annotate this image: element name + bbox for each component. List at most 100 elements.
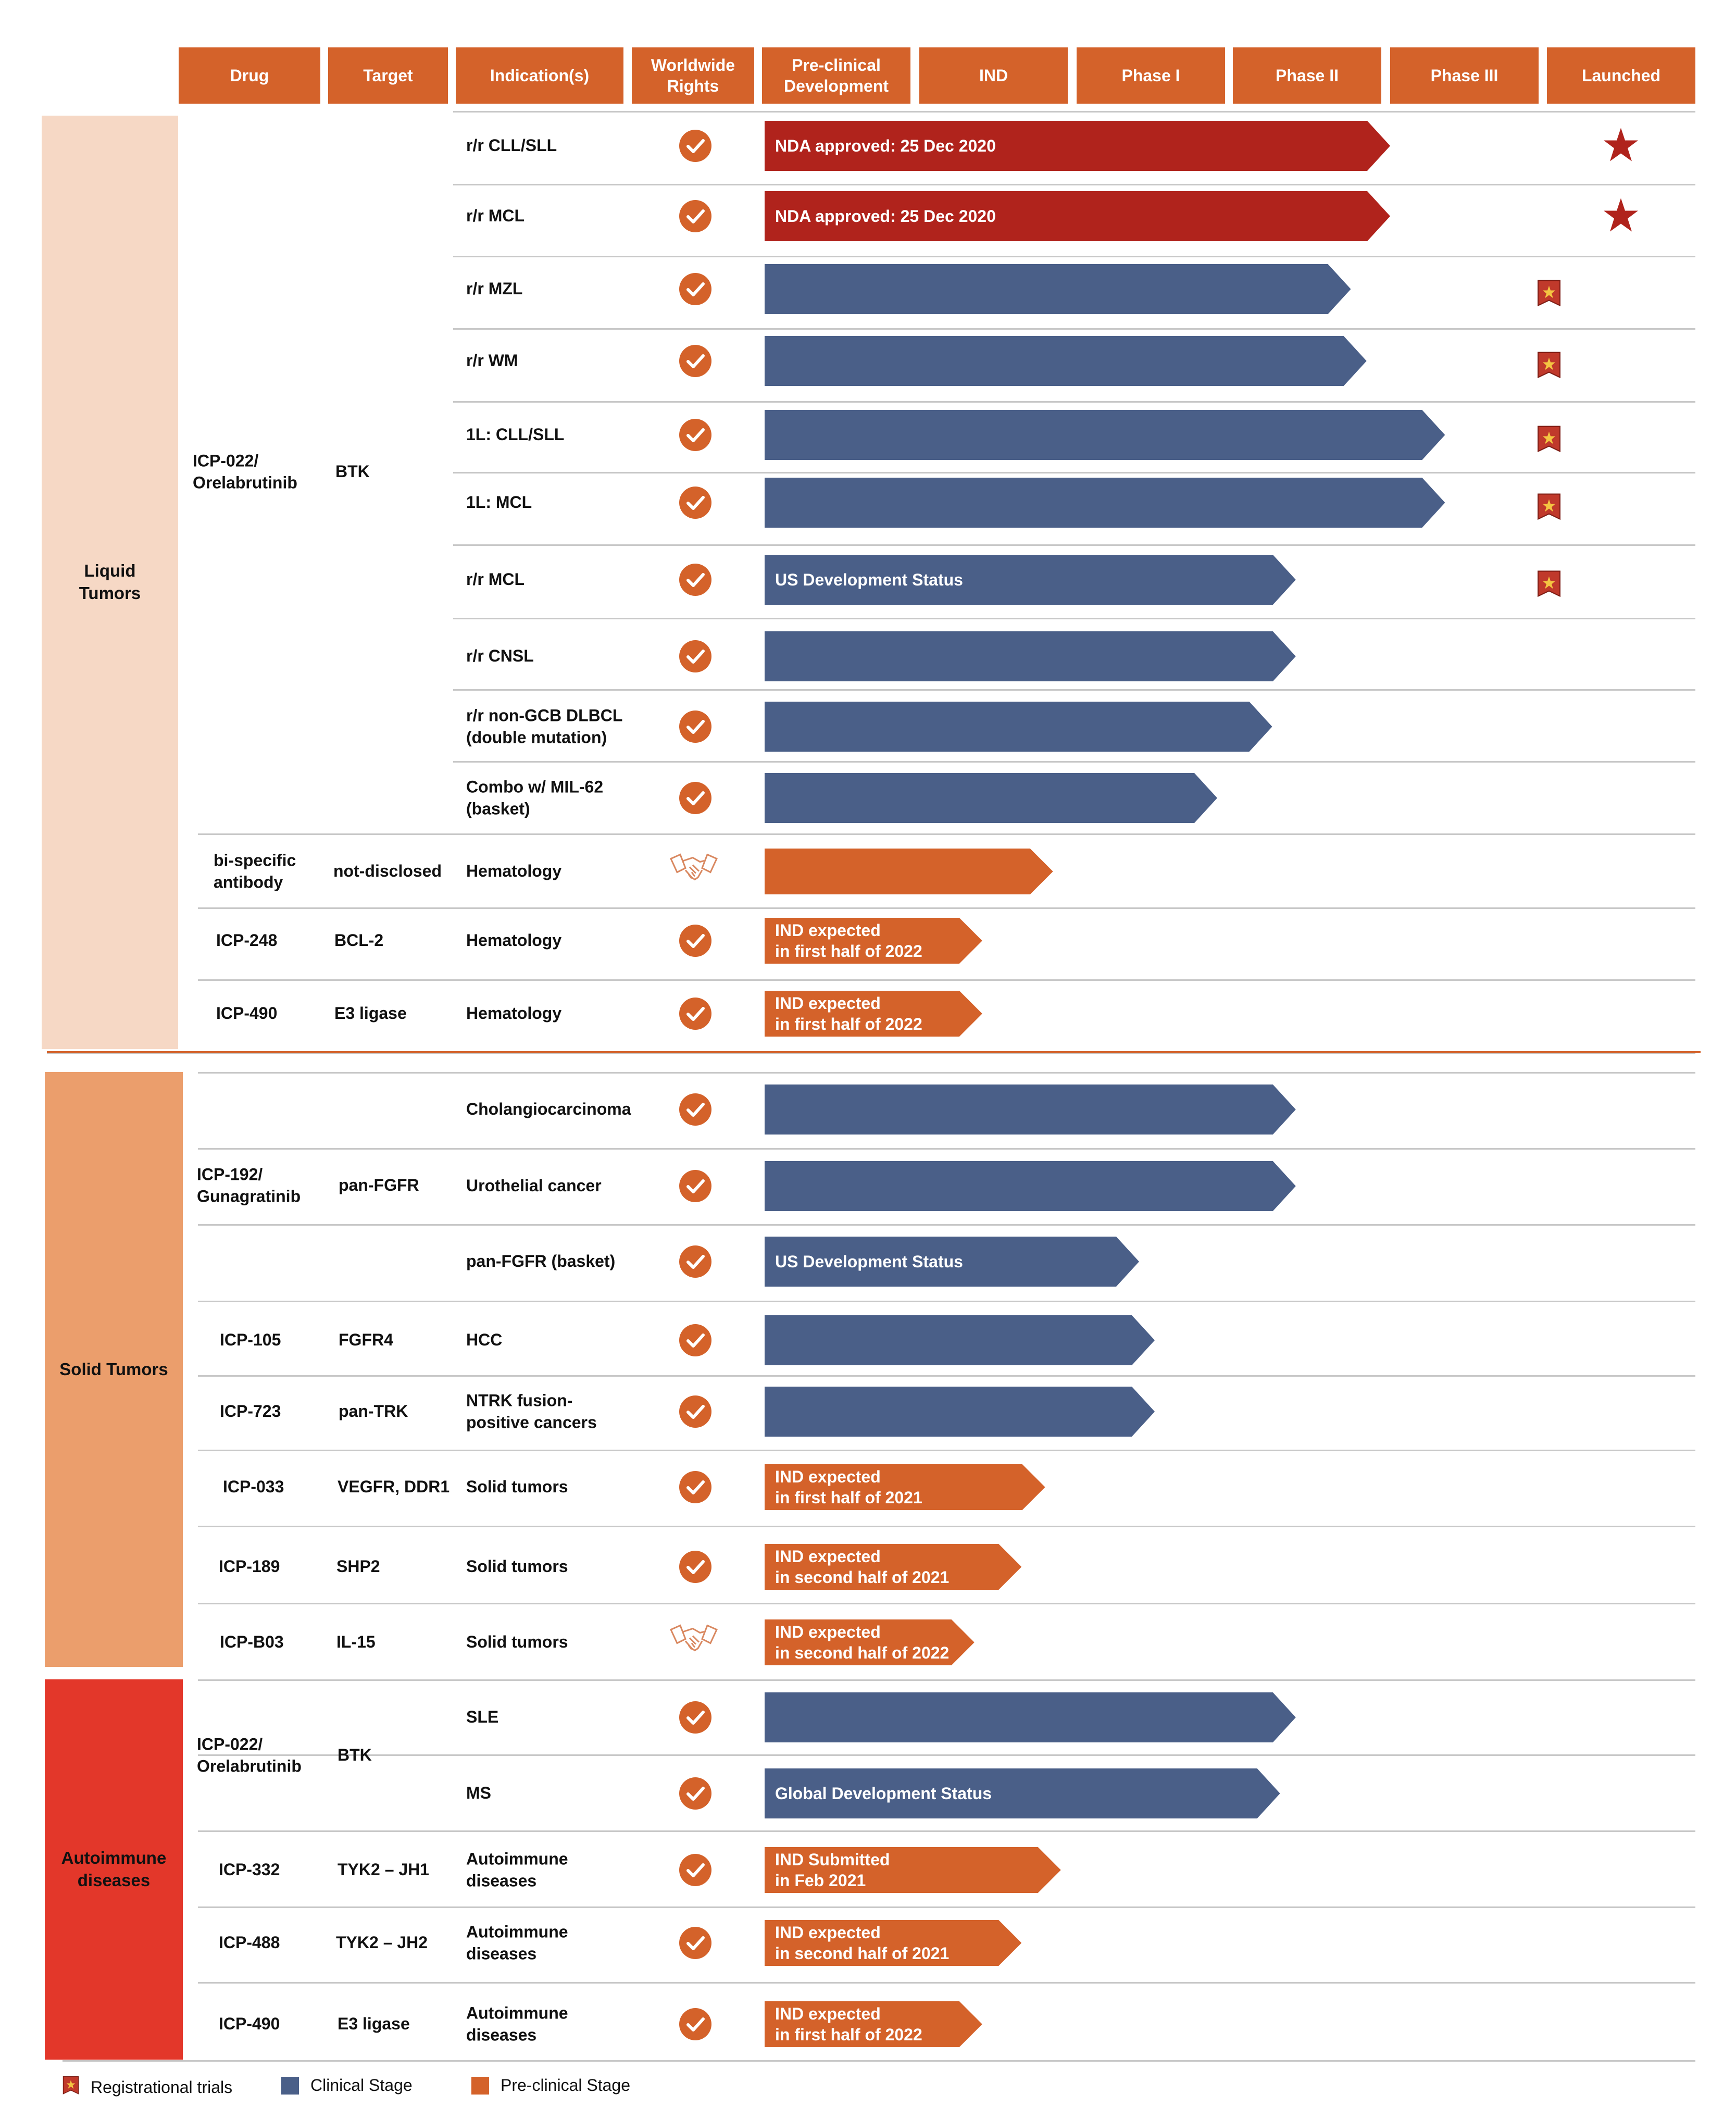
indication-label: Combo w/ MIL-62 (basket) [466, 777, 604, 818]
target-name: BTK [338, 1746, 372, 1765]
indication-label: Autoimmune diseases [466, 2003, 568, 2044]
target-name: VEGFR, DDR1 [338, 1477, 450, 1497]
row-divider [453, 256, 1695, 257]
row-divider [453, 111, 1695, 113]
check-icon [679, 1395, 711, 1428]
stage-bar [765, 336, 1367, 386]
stage-bar [765, 478, 1445, 528]
stage-bar-label: IND expected in first half of 2022 [775, 2004, 922, 2044]
legend-label: Clinical Stage [310, 2076, 413, 2095]
legend-item: Registrational trials [63, 2076, 232, 2099]
check-icon [679, 1324, 711, 1356]
row-divider [453, 544, 1695, 546]
stage-bar [765, 1692, 1296, 1742]
stage-bar-label: IND expected in first half of 2022 [775, 921, 922, 961]
row-divider [198, 1982, 1695, 1984]
drug-name: ICP-022/ Orelabrutinib [197, 1735, 302, 1775]
stage-bar: IND expected in second half of 2021 [765, 1920, 1021, 1966]
indication-label: Autoimmune diseases [466, 1922, 568, 1963]
row-divider [198, 1754, 1695, 1756]
indication-label: r/r MCL [466, 570, 524, 589]
indication-label: 1L: MCL [466, 493, 532, 512]
row-divider [453, 401, 1695, 403]
target-name: pan-TRK [339, 1402, 408, 1421]
drug-name: ICP-488 [219, 1933, 280, 1952]
drug-name: ICP-189 [219, 1557, 280, 1576]
legend-label: Pre-clinical Stage [501, 2076, 630, 2095]
column-header-5: IND [919, 47, 1068, 104]
check-icon [679, 1093, 711, 1126]
column-header-8: Phase III [1390, 47, 1539, 104]
row-divider [63, 2060, 1695, 2062]
stage-bar [765, 1085, 1296, 1135]
stage-bar-label: US Development Status [775, 1252, 963, 1271]
drug-name: ICP-332 [219, 1860, 280, 1879]
row-divider [453, 689, 1695, 691]
stage-bar: IND expected in first half of 2021 [765, 1464, 1045, 1510]
indication-label: r/r CLL/SLL [466, 136, 557, 155]
column-header-9: Launched [1547, 47, 1695, 104]
check-icon [679, 640, 711, 672]
check-icon [679, 1777, 711, 1810]
row-divider [198, 1450, 1695, 1451]
row-divider [453, 472, 1695, 473]
row-divider [198, 1906, 1695, 1908]
row-divider [198, 1148, 1695, 1150]
stage-bar [765, 773, 1217, 823]
indication-label: Urothelial cancer [466, 1176, 602, 1195]
check-icon [679, 782, 711, 814]
indication-label: Hematology [466, 931, 562, 950]
handshake-icon [668, 850, 720, 894]
target-name: TYK2 – JH2 [336, 1933, 428, 1952]
target-name: IL-15 [336, 1632, 376, 1652]
indication-label: Solid tumors [466, 1632, 568, 1652]
check-icon [679, 1927, 711, 1959]
indication-label: Solid tumors [466, 1477, 568, 1497]
row-divider [453, 328, 1695, 330]
stage-bar [765, 410, 1445, 460]
legend-item: Clinical Stage [281, 2076, 413, 2095]
target-name: not-disclosed [333, 862, 442, 881]
indication-label: Cholangiocarcinoma [466, 1100, 631, 1119]
check-icon [679, 711, 711, 743]
drug-name: ICP-105 [220, 1330, 281, 1350]
drug-name: ICP-723 [220, 1402, 281, 1421]
stage-bar: IND Submitted in Feb 2021 [765, 1847, 1061, 1893]
row-divider [453, 761, 1695, 763]
indication-label: NTRK fusion- positive cancers [466, 1391, 597, 1431]
drug-name: bi-specific antibody [214, 851, 296, 891]
column-header-4: Pre-clinical Development [762, 47, 910, 104]
column-header-1: Target [328, 47, 448, 104]
stage-bar-label: IND Submitted in Feb 2021 [775, 1850, 890, 1890]
stage-bar [765, 631, 1296, 681]
check-icon [679, 345, 711, 377]
indication-label: r/r WM [466, 351, 518, 370]
group-band-2: Autoimmune diseases [45, 1679, 183, 2060]
registrational-badge-icon [1537, 493, 1561, 523]
registrational-badge-icon [1537, 352, 1561, 381]
check-icon [679, 273, 711, 305]
target-name: pan-FGFR [339, 1176, 419, 1195]
drug-name: ICP-192/ Gunagratinib [197, 1165, 301, 1205]
indication-label: HCC [466, 1330, 503, 1350]
stage-bar [765, 702, 1272, 752]
check-icon [679, 1170, 711, 1202]
stage-bar: IND expected in second half of 2021 [765, 1544, 1021, 1590]
registrational-badge-icon [1537, 280, 1561, 309]
stage-bar-label: IND expected in second half of 2021 [775, 1923, 950, 1963]
registrational-badge-icon [1537, 570, 1561, 600]
column-header-6: Phase I [1077, 47, 1225, 104]
row-divider [198, 833, 1695, 835]
indication-label: pan-FGFR (basket) [466, 1252, 616, 1271]
stage-bar [765, 1315, 1155, 1365]
indication-label: Solid tumors [466, 1557, 568, 1576]
stage-bar: NDA approved: 25 Dec 2020 [765, 191, 1390, 241]
check-icon [679, 1471, 711, 1503]
check-icon [679, 998, 711, 1030]
row-divider [198, 1301, 1695, 1302]
indication-label: Autoimmune diseases [466, 1849, 568, 1890]
target-name: E3 ligase [334, 1004, 407, 1023]
check-icon [679, 1551, 711, 1583]
stage-bar: IND expected in first half of 2022 [765, 2001, 982, 2047]
stage-bar: IND expected in first half of 2022 [765, 918, 982, 964]
